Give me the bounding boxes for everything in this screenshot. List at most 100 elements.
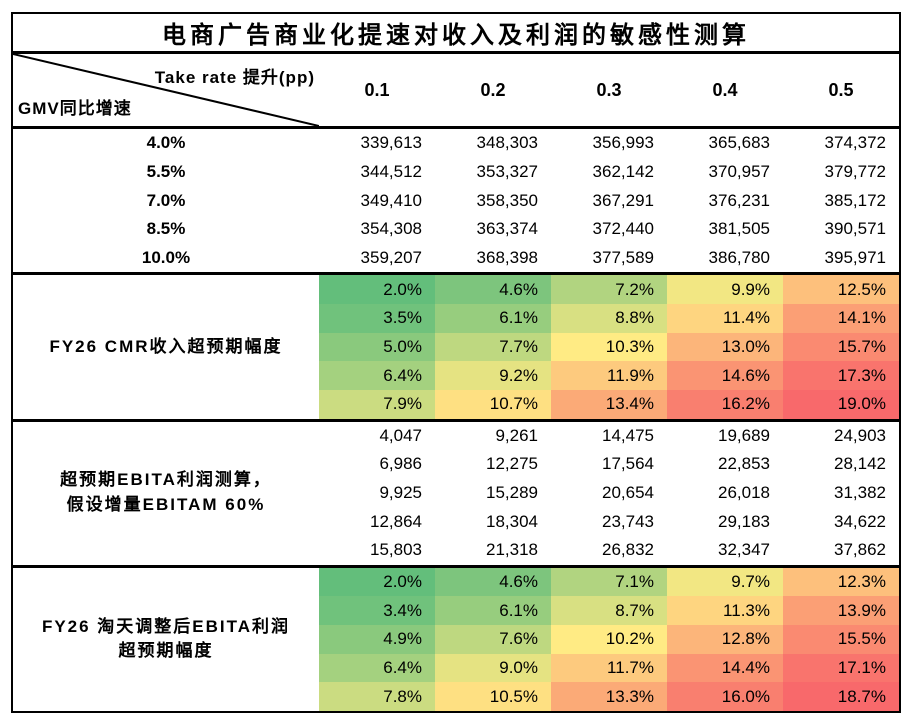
column-header-0.1: 0.1 [364,79,390,100]
col-axis-label: Take rate 提升(pp) [154,68,315,87]
data-cell: 13.9% [783,596,899,626]
data-cell: 7.6% [435,625,551,654]
data-cell: 14.4% [667,653,783,683]
data-cell: 7.2% [551,275,667,304]
data-cell: 372,440 [592,219,654,239]
data-cell: 9.9% [667,275,783,304]
data-cell: 363,374 [476,219,538,239]
data-cell: 374,372 [824,133,886,153]
data-cell: 24,903 [834,425,886,445]
data-cell: 7.7% [435,332,551,362]
data-cell: 5.0% [319,332,435,362]
table-row: 4.9% 7.6% 10.2% 12.8% 15.5% [13,625,899,654]
data-cell: 14.6% [667,361,783,390]
data-cell: 20,654 [602,483,654,503]
table-row: 2.0% 4.6% 7.1% 9.7% 12.3% [13,567,899,597]
section-label: FY26 淘天调整后EBITA利润 超预期幅度 [41,616,291,661]
data-cell: 365,683 [708,133,770,153]
data-cell: 348,303 [476,133,538,153]
data-cell: 368,398 [476,247,538,267]
data-cell: 21,318 [486,540,538,560]
data-cell: 19.0% [783,389,899,419]
data-cell: 11.4% [667,303,783,333]
diagonal-header-cell: Take rate 提升(pp) GMV同比增速 [13,54,319,126]
data-cell: 4.6% [435,275,551,304]
data-cell: 15.7% [783,332,899,362]
data-cell: 7.1% [551,567,667,597]
data-cell: 367,291 [592,190,654,210]
data-cell: 349,410 [360,190,422,210]
data-cell: 19,689 [718,425,770,445]
data-cell: 32,347 [718,540,770,560]
data-cell: 6.4% [319,361,435,390]
data-cell: 15.5% [783,625,899,654]
data-cell: 31,382 [834,483,886,503]
data-cell: 17.3% [783,361,899,390]
data-cell: 9.7% [667,567,783,597]
table-row: 4,047 9,261 14,475 19,689 24,903 [13,422,899,451]
data-cell: 377,589 [592,247,654,267]
table-row: 5.0% 7.7% 10.3% 13.0% 15.7% [13,332,899,362]
data-cell: 10.7% [435,389,551,419]
data-cell: 16.2% [667,389,783,419]
data-cell: 12,864 [370,511,422,531]
row-label: 10.0% [141,247,191,267]
table-title-row: 电商广告商业化提速对收入及利润的敏感性测算 [13,14,899,54]
data-cell: 26,832 [602,540,654,560]
table-row: 6.4% 9.0% 11.7% 14.4% 17.1% [13,653,899,683]
data-cell: 386,780 [708,247,770,267]
data-cell: 17,564 [602,454,654,474]
data-cell: 6.1% [435,596,551,626]
data-cell: 376,231 [708,190,770,210]
table-blocks: 4.0% 339,613 348,303 356,993 365,683 374,372 5… [13,129,899,712]
table-row: 4.0% 339,613 348,303 356,993 365,683 374,372 [13,129,899,158]
data-cell: 390,571 [824,219,886,239]
table-row: 7.9% 10.7% 13.4% 16.2% 19.0% [13,389,899,419]
data-cell: 23,743 [602,511,654,531]
data-cell: 2.0% [319,275,435,304]
table-row: 8.5% 354,308 363,374 372,440 381,505 390,571 [13,215,899,244]
table-row: 6,986 12,275 17,564 22,853 28,142 [13,450,899,479]
data-cell: 12.8% [667,625,783,654]
table-row: 3.4% 6.1% 8.7% 11.3% 13.9% [13,596,899,626]
diagonal-line [13,54,319,126]
data-cell: 385,172 [824,190,886,210]
data-cell: 26,018 [718,483,770,503]
data-cell: 11.3% [667,596,783,626]
table-section: FY26 淘天调整后EBITA利润 超预期幅度 2.0% 4.6% 7.1% 9.7% 12… [13,564,899,712]
data-cell: 10.3% [551,332,667,362]
data-cell: 9.0% [435,653,551,683]
data-cell: 28,142 [834,454,886,474]
table-section: 超预期EBITA利润测算， 假设增量EBITAM 60% 4,047 9,261 14,… [13,418,899,565]
data-cell: 4.6% [435,567,551,597]
data-cell: 18.7% [783,682,899,712]
column-header-0.2: 0.2 [480,79,506,100]
data-cell: 8.7% [551,596,667,626]
column-header-0.5: 0.5 [828,79,854,100]
data-cell: 10.2% [551,625,667,654]
row-label: 7.0% [146,190,186,210]
data-cell: 17.1% [783,653,899,683]
data-cell: 7.9% [319,389,435,419]
data-cell: 381,505 [708,219,770,239]
data-cell: 395,971 [824,247,886,267]
table-row: 10.0% 359,207 368,398 377,589 386,780 395,971 [13,244,899,273]
row-label: 8.5% [146,219,186,239]
table-row: 3.5% 6.1% 8.8% 11.4% 14.1% [13,303,899,333]
table-header-row: Take rate 提升(pp) GMV同比增速 0.1 0.2 0.3 0.4… [13,54,899,129]
data-cell: 7.8% [319,682,435,712]
data-cell: 6,986 [379,454,422,474]
data-cell: 339,613 [360,133,422,153]
data-cell: 13.0% [667,332,783,362]
data-cell: 354,308 [360,219,422,239]
sensitivity-table: 电商广告商业化提速对收入及利润的敏感性测算 Take rate 提升(pp) G… [11,12,901,713]
data-cell: 34,622 [834,511,886,531]
data-cell: 370,957 [708,161,770,181]
data-cell: 14.1% [783,303,899,333]
data-cell: 4,047 [379,425,422,445]
data-cell: 12.5% [783,275,899,304]
data-cell: 12.3% [783,567,899,597]
data-cell: 4.9% [319,625,435,654]
data-cell: 356,993 [592,133,654,153]
data-cell: 3.4% [319,596,435,626]
